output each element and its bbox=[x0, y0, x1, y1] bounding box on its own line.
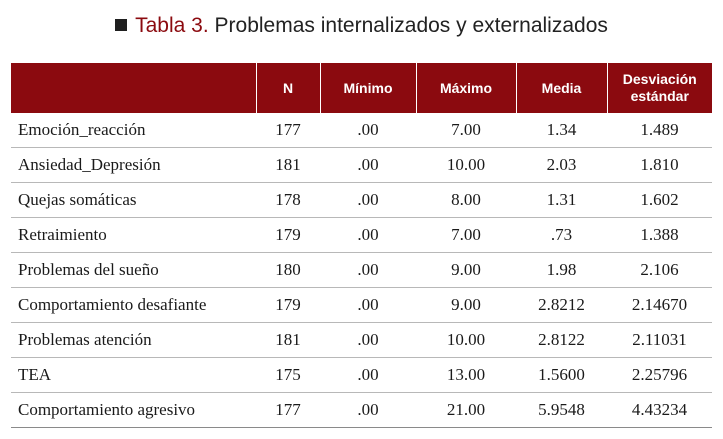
cell-desviacion: 4.43234 bbox=[607, 392, 712, 428]
row-label: Ansiedad_Depresión bbox=[11, 147, 256, 183]
cell-desviacion: 1.810 bbox=[607, 147, 712, 183]
cell-maximo: 8.00 bbox=[416, 182, 516, 218]
cell-maximo: 10.00 bbox=[416, 322, 516, 358]
row-label: Retraimiento bbox=[11, 217, 256, 253]
cell-maximo: 9.00 bbox=[416, 252, 516, 288]
cell-maximo: 9.00 bbox=[416, 287, 516, 323]
cell-media: 2.8212 bbox=[516, 287, 607, 323]
cell-media: 1.98 bbox=[516, 252, 607, 288]
cell-n: 181 bbox=[256, 147, 320, 183]
cell-maximo: 7.00 bbox=[416, 113, 516, 148]
header-row: N Mínimo Máximo Media Desviación estánda… bbox=[11, 63, 712, 113]
header-cell-variable bbox=[11, 63, 256, 113]
header-cell-n: N bbox=[255, 63, 320, 113]
cell-n: 180 bbox=[256, 252, 320, 288]
cell-maximo: 13.00 bbox=[416, 357, 516, 393]
header-cell-desviacion: Desviación estándar bbox=[606, 63, 712, 113]
header-cell-media: Media bbox=[515, 63, 607, 113]
cell-n: 181 bbox=[256, 322, 320, 358]
table-caption: Tabla 3. Problemas internalizados y exte… bbox=[0, 12, 723, 40]
cell-media: 5.9548 bbox=[516, 392, 607, 428]
table-row: Problemas del sueño 180 .00 9.00 1.98 2.… bbox=[11, 252, 712, 288]
table-row: Retraimiento 179 .00 7.00 .73 1.388 bbox=[11, 217, 712, 253]
caption-label: Tabla 3. bbox=[135, 14, 209, 37]
table-row: Problemas atención 181 .00 10.00 2.8122 … bbox=[11, 322, 712, 358]
cell-minimo: .00 bbox=[320, 182, 416, 218]
row-label: Problemas del sueño bbox=[11, 252, 256, 288]
cell-desviacion: 2.25796 bbox=[607, 357, 712, 393]
cell-n: 175 bbox=[256, 357, 320, 393]
cell-minimo: .00 bbox=[320, 252, 416, 288]
cell-minimo: .00 bbox=[320, 113, 416, 148]
cell-media: 2.8122 bbox=[516, 322, 607, 358]
row-label: Quejas somáticas bbox=[11, 182, 256, 218]
cell-minimo: .00 bbox=[320, 322, 416, 358]
table-row: Ansiedad_Depresión 181 .00 10.00 2.03 1.… bbox=[11, 147, 712, 183]
cell-n: 179 bbox=[256, 287, 320, 323]
cell-desviacion: 2.106 bbox=[607, 252, 712, 288]
cell-desviacion: 1.602 bbox=[607, 182, 712, 218]
table-row: TEA 175 .00 13.00 1.5600 2.25796 bbox=[11, 357, 712, 393]
cell-media: 1.31 bbox=[516, 182, 607, 218]
table-row: Comportamiento agresivo 177 .00 21.00 5.… bbox=[11, 392, 712, 428]
cell-n: 177 bbox=[256, 392, 320, 428]
cell-desviacion: 2.14670 bbox=[607, 287, 712, 323]
cell-minimo: .00 bbox=[320, 217, 416, 253]
caption-text: Problemas internalizados y externalizado… bbox=[214, 14, 608, 37]
cell-media: 2.03 bbox=[516, 147, 607, 183]
header-cell-maximo: Máximo bbox=[415, 63, 516, 113]
cell-maximo: 21.00 bbox=[416, 392, 516, 428]
row-label: Comportamiento desafiante bbox=[11, 287, 256, 323]
row-label: TEA bbox=[11, 357, 256, 393]
cell-n: 177 bbox=[256, 113, 320, 148]
cell-media: 1.34 bbox=[516, 113, 607, 148]
square-bullet-icon bbox=[115, 19, 128, 31]
cell-desviacion: 1.489 bbox=[607, 113, 712, 148]
row-label: Emoción_reacción bbox=[11, 113, 256, 148]
header-cell-minimo: Mínimo bbox=[319, 63, 416, 113]
cell-n: 178 bbox=[256, 182, 320, 218]
cell-minimo: .00 bbox=[320, 392, 416, 428]
table-row: Quejas somáticas 178 .00 8.00 1.31 1.602 bbox=[11, 182, 712, 218]
cell-maximo: 10.00 bbox=[416, 147, 516, 183]
cell-desviacion: 1.388 bbox=[607, 217, 712, 253]
cell-minimo: .00 bbox=[320, 147, 416, 183]
table-row: Comportamiento desafiante 179 .00 9.00 2… bbox=[11, 287, 712, 323]
table-row: Emoción_reacción 177 .00 7.00 1.34 1.489 bbox=[11, 113, 712, 148]
cell-maximo: 7.00 bbox=[416, 217, 516, 253]
cell-n: 179 bbox=[256, 217, 320, 253]
cell-minimo: .00 bbox=[320, 287, 416, 323]
cell-media: 1.5600 bbox=[516, 357, 607, 393]
statistics-table: N Mínimo Máximo Media Desviación estánda… bbox=[11, 63, 712, 428]
cell-media: .73 bbox=[516, 217, 607, 253]
cell-desviacion: 2.11031 bbox=[607, 322, 712, 358]
cell-minimo: .00 bbox=[320, 357, 416, 393]
row-label: Comportamiento agresivo bbox=[11, 392, 256, 428]
row-label: Problemas atención bbox=[11, 322, 256, 358]
